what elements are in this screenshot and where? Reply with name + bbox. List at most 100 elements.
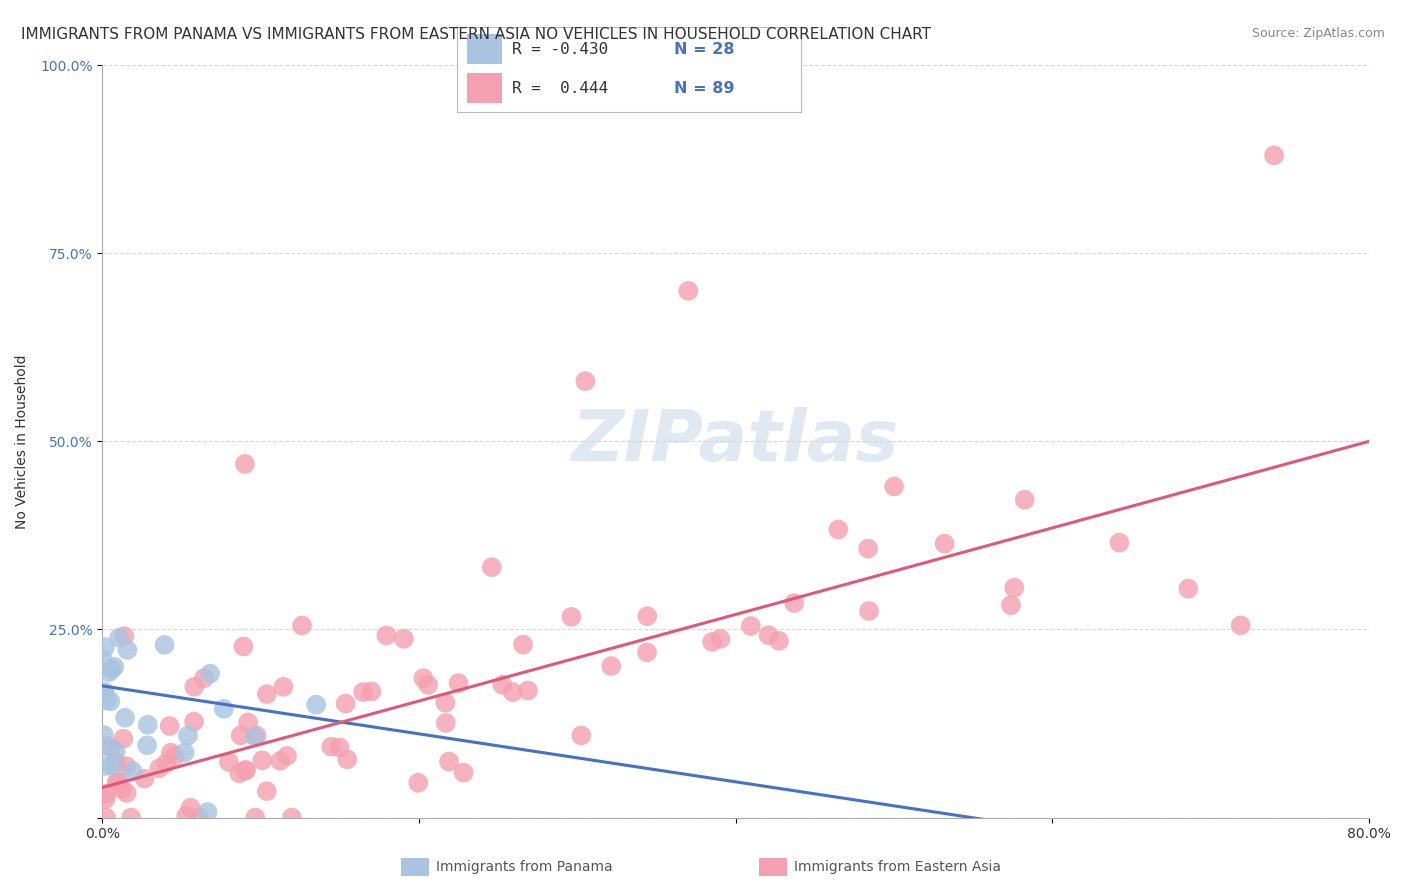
Point bbox=[269, 754, 291, 768]
Point bbox=[183, 714, 205, 729]
Point bbox=[453, 765, 475, 780]
Point bbox=[94, 759, 117, 773]
Point bbox=[243, 730, 266, 744]
Point bbox=[155, 756, 177, 770]
Point bbox=[177, 729, 200, 743]
Point bbox=[758, 628, 780, 642]
Point bbox=[235, 764, 257, 778]
Point bbox=[174, 808, 197, 822]
Point bbox=[678, 284, 700, 298]
Text: Immigrants from Eastern Asia: Immigrants from Eastern Asia bbox=[794, 860, 1001, 874]
Point bbox=[153, 638, 176, 652]
FancyBboxPatch shape bbox=[467, 35, 502, 64]
Point bbox=[103, 660, 125, 674]
Point bbox=[94, 640, 117, 654]
Text: R =  0.444: R = 0.444 bbox=[512, 80, 609, 95]
Point bbox=[740, 619, 762, 633]
Point bbox=[115, 759, 138, 773]
Point bbox=[94, 685, 117, 699]
Point bbox=[406, 776, 429, 790]
Point bbox=[218, 755, 240, 769]
Point bbox=[108, 631, 131, 645]
Point bbox=[560, 610, 582, 624]
Point bbox=[100, 694, 122, 708]
Text: ZIPatlas: ZIPatlas bbox=[572, 407, 900, 475]
Point bbox=[360, 684, 382, 698]
Point bbox=[236, 715, 259, 730]
Point bbox=[111, 782, 134, 797]
Point bbox=[96, 739, 118, 753]
Point bbox=[183, 680, 205, 694]
Point bbox=[159, 719, 181, 733]
Point bbox=[321, 739, 343, 754]
Point bbox=[235, 763, 257, 777]
Y-axis label: No Vehicles in Household: No Vehicles in Household bbox=[15, 354, 30, 529]
Point bbox=[434, 696, 457, 710]
Point bbox=[768, 633, 790, 648]
Point bbox=[636, 609, 658, 624]
Text: R = -0.430: R = -0.430 bbox=[512, 42, 609, 57]
Point bbox=[273, 680, 295, 694]
Point bbox=[375, 628, 398, 642]
Point bbox=[1000, 598, 1022, 612]
Point bbox=[1263, 148, 1285, 162]
Point bbox=[112, 629, 135, 643]
Point bbox=[858, 604, 880, 618]
Text: N = 89: N = 89 bbox=[673, 80, 734, 95]
Point bbox=[481, 560, 503, 574]
Point bbox=[447, 676, 470, 690]
Point bbox=[160, 746, 183, 760]
Point bbox=[96, 787, 118, 801]
Text: Immigrants from Panama: Immigrants from Panama bbox=[436, 860, 613, 874]
Point bbox=[636, 645, 658, 659]
Point bbox=[418, 678, 440, 692]
Point bbox=[233, 457, 256, 471]
Point bbox=[335, 697, 357, 711]
Point bbox=[198, 666, 221, 681]
Point bbox=[136, 739, 159, 753]
Point bbox=[232, 640, 254, 654]
Point bbox=[827, 523, 849, 537]
Point bbox=[91, 652, 114, 666]
Point bbox=[883, 479, 905, 493]
Point bbox=[934, 536, 956, 550]
Point bbox=[93, 685, 115, 699]
Point bbox=[100, 740, 122, 755]
Text: N = 28: N = 28 bbox=[673, 42, 734, 57]
Point bbox=[512, 638, 534, 652]
Point bbox=[229, 728, 252, 742]
Point bbox=[1229, 618, 1251, 632]
Text: IMMIGRANTS FROM PANAMA VS IMMIGRANTS FROM EASTERN ASIA NO VEHICLES IN HOUSEHOLD : IMMIGRANTS FROM PANAMA VS IMMIGRANTS FRO… bbox=[21, 27, 931, 42]
Point bbox=[434, 715, 457, 730]
Point bbox=[197, 805, 219, 819]
Point bbox=[305, 698, 328, 712]
Point bbox=[252, 753, 274, 767]
Point bbox=[276, 748, 298, 763]
Point bbox=[281, 811, 304, 825]
Point bbox=[329, 740, 352, 755]
Point bbox=[1002, 581, 1025, 595]
Point bbox=[120, 811, 142, 825]
Point bbox=[93, 728, 115, 742]
Point bbox=[165, 749, 187, 764]
Point bbox=[783, 596, 806, 610]
Point bbox=[96, 693, 118, 707]
Point bbox=[212, 702, 235, 716]
Point bbox=[114, 711, 136, 725]
Point bbox=[96, 811, 118, 825]
Point bbox=[256, 687, 278, 701]
Point bbox=[291, 618, 314, 632]
Point bbox=[574, 374, 596, 388]
Point bbox=[148, 761, 170, 775]
Point bbox=[121, 764, 143, 778]
Point bbox=[856, 541, 879, 556]
Point bbox=[392, 632, 415, 646]
Point bbox=[104, 756, 127, 770]
Point bbox=[256, 784, 278, 798]
Point bbox=[98, 665, 121, 680]
Point bbox=[517, 683, 540, 698]
Point bbox=[1177, 582, 1199, 596]
Point bbox=[134, 772, 156, 786]
Point bbox=[600, 659, 623, 673]
Text: Source: ZipAtlas.com: Source: ZipAtlas.com bbox=[1251, 27, 1385, 40]
